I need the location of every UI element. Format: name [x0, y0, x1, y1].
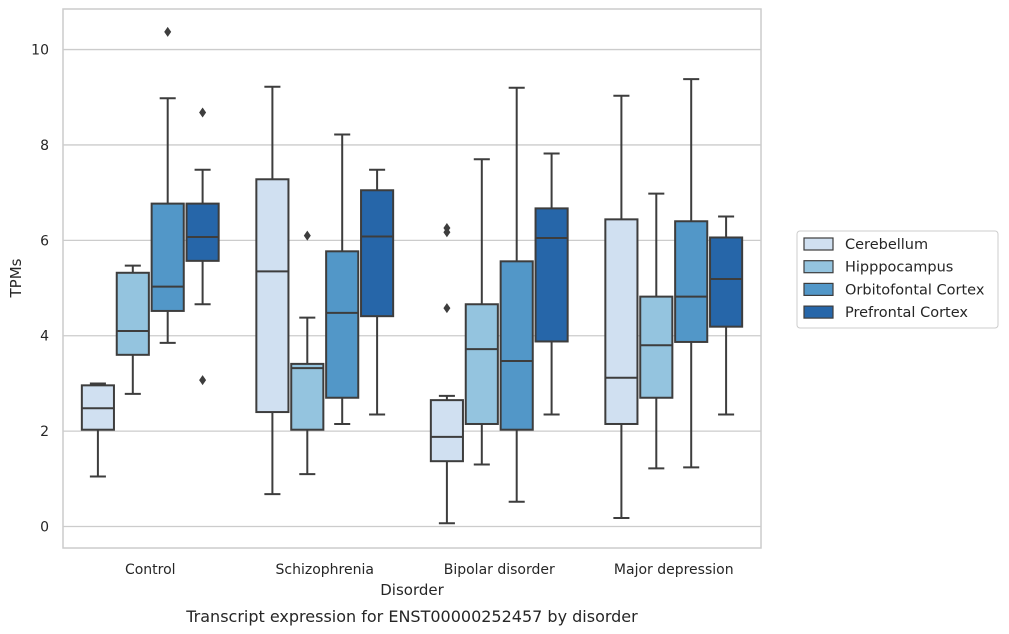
box-plot-marks	[80, 26, 744, 525]
legend-label: Cerebellum	[845, 237, 928, 253]
x-tick-label: Major depression	[614, 562, 734, 578]
outlier-point	[443, 222, 451, 233]
outlier-point	[164, 26, 172, 37]
box-group	[639, 192, 674, 470]
box-group	[150, 26, 185, 344]
box-iqr	[674, 220, 709, 343]
outlier-point	[199, 107, 207, 118]
x-tick-labels: Control Schizophrenia Bipolar disorder Majo…	[125, 562, 734, 578]
legend-label: Orbitofontal Cortex	[845, 282, 985, 298]
box-iqr	[290, 362, 325, 431]
box-iqr	[255, 178, 290, 414]
box-group	[429, 222, 464, 525]
plot-area-frame	[62, 8, 762, 549]
box-group	[709, 215, 744, 416]
box-iqr	[464, 303, 499, 425]
box-iqr	[499, 260, 534, 431]
box-group	[325, 133, 360, 425]
box-iqr	[185, 202, 220, 262]
x-tick-label: Schizophrenia	[276, 562, 374, 578]
box-iqr	[639, 295, 674, 399]
box-group	[80, 382, 115, 478]
y-tick-label: 10	[31, 43, 49, 59]
y-axis-title: TPMs	[7, 258, 25, 298]
y-tick-label: 6	[40, 233, 49, 249]
x-tick-label: Bipolar disorder	[444, 562, 555, 578]
outlier-point	[303, 230, 311, 241]
y-tick-label: 4	[40, 329, 49, 345]
y-tick-label: 2	[40, 424, 49, 440]
box-group	[115, 264, 150, 395]
legend-frame	[796, 230, 999, 329]
box-iqr	[150, 202, 185, 312]
legend-swatch	[803, 305, 834, 319]
y-tick-label: 8	[40, 138, 49, 154]
legend-swatch	[803, 260, 834, 274]
x-tick-label: Control	[125, 562, 176, 578]
y-tick-labels: 0 2 4 6 8 10	[31, 43, 49, 536]
box-iqr	[360, 189, 395, 318]
box-group	[360, 168, 395, 416]
legend: Cerebellum Hipppocampus Orbitofontal Corte…	[796, 230, 999, 329]
box-iqr	[325, 250, 360, 399]
box-group	[290, 230, 325, 476]
legend-swatch	[803, 237, 834, 251]
box-iqr	[604, 218, 639, 425]
box-group	[674, 78, 709, 469]
box-iqr	[534, 207, 569, 343]
legend-swatch	[803, 282, 834, 296]
legend-label: Prefrontal Cortex	[845, 305, 968, 321]
box-group	[464, 158, 499, 466]
outlier-point	[199, 375, 207, 386]
outlier-point	[443, 303, 451, 314]
box-iqr	[115, 271, 150, 356]
box-iqr	[709, 236, 744, 328]
box-group	[604, 94, 639, 519]
box-iqr	[429, 399, 464, 463]
legend-label: Hipppocampus	[845, 260, 953, 276]
box-group	[255, 85, 290, 496]
box-group	[534, 152, 569, 416]
box-group	[185, 107, 220, 386]
chart-caption: Transcript expression for ENST0000025245…	[185, 607, 638, 626]
legend-items: Cerebellum Hipppocampus Orbitofontal Corte…	[803, 237, 985, 321]
x-axis-title: Disorder	[380, 581, 444, 599]
y-tick-label: 0	[40, 520, 49, 536]
box-group	[499, 86, 534, 503]
